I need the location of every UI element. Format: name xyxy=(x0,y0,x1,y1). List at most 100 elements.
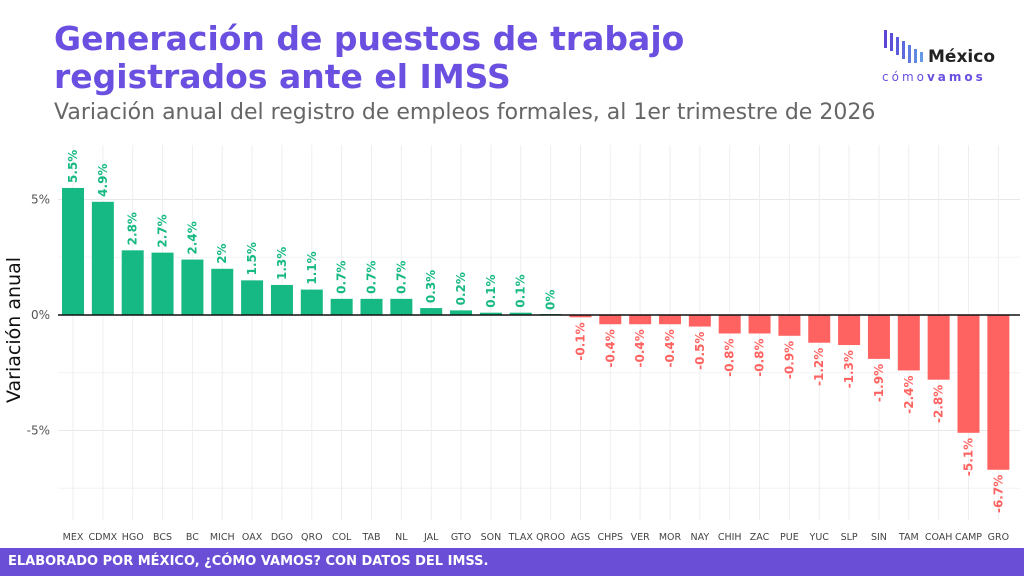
y-axis-title: Variación anual xyxy=(3,257,25,403)
x-tick-label: MICH xyxy=(210,532,235,543)
logo-text-bottom: cómovamos xyxy=(882,70,986,84)
bar-nay xyxy=(688,315,711,327)
x-tick-label: TLAX xyxy=(508,532,534,543)
x-tick-label: OAX xyxy=(242,532,263,543)
data-label: 0% xyxy=(544,290,558,310)
y-tick-label: -5% xyxy=(27,424,50,438)
bar-chps xyxy=(599,315,622,325)
mexico-como-vamos-logo: México cómovamos xyxy=(882,28,1012,88)
title-line-1: Generación de puestos de trabajo xyxy=(54,19,685,58)
bar-cdmx xyxy=(91,201,114,315)
data-label: 5.5% xyxy=(66,150,80,183)
x-tick-label: ZAC xyxy=(750,532,770,543)
x-tick-label: AGS xyxy=(571,532,591,543)
data-label: -2.4% xyxy=(902,375,916,413)
footer-source: ELABORADO POR MÉXICO, ¿CÓMO VAMOS? CON D… xyxy=(0,548,1024,576)
x-tick-label: QROO xyxy=(536,532,565,543)
bar-ver xyxy=(629,315,652,325)
data-label: -2.8% xyxy=(932,385,946,423)
bar-bcs xyxy=(151,252,174,315)
x-tick-label: TAB xyxy=(361,532,380,543)
bar-chart: 5% 0% -5% 5.5% MEX 4.9% CDMX 2.8% HGO 2.7% BCS 2.4%… xyxy=(3,145,1020,543)
logo-text-top: México xyxy=(928,47,995,67)
bar-jal xyxy=(420,308,443,315)
x-tick-label: GTO xyxy=(451,532,471,543)
bar-yuc xyxy=(808,315,831,343)
y-tick-label: 5% xyxy=(31,193,50,207)
logo-bars-icon xyxy=(884,30,923,63)
bar-oax xyxy=(241,280,264,315)
data-label: 2.8% xyxy=(126,212,140,245)
data-label: -0.9% xyxy=(782,341,796,379)
bar-chih xyxy=(718,315,741,334)
x-tick-label: SON xyxy=(481,532,502,543)
chart-subtitle: Variación anual del registro de empleos … xyxy=(54,100,876,125)
x-tick-label: QRO xyxy=(301,532,323,543)
y-tick-label: 0% xyxy=(31,308,50,322)
x-tick-label: CDMX xyxy=(89,532,118,543)
data-label: 2.7% xyxy=(156,214,170,247)
x-tick-label: MEX xyxy=(63,532,84,543)
data-label: 0.2% xyxy=(454,272,468,305)
data-label: -0.4% xyxy=(663,329,677,367)
x-tick-label: DGO xyxy=(271,532,293,543)
x-tick-label: NAY xyxy=(691,532,710,543)
x-tick-label: NL xyxy=(395,532,408,543)
x-tick-label: GRO xyxy=(988,532,1009,543)
data-label: -1.3% xyxy=(842,350,856,388)
x-tick-label: BC xyxy=(186,532,199,543)
data-label: 0.3% xyxy=(424,270,438,303)
x-tick-label: SLP xyxy=(841,532,858,543)
data-label: -1.2% xyxy=(812,348,826,386)
bar-gto xyxy=(450,310,473,315)
bar-mor xyxy=(659,315,681,325)
x-tick-label: JAL xyxy=(423,532,439,543)
data-label: -5.1% xyxy=(962,438,976,476)
bar-hgo xyxy=(121,250,144,315)
data-label: 0.1% xyxy=(484,274,498,307)
bar-col xyxy=(330,298,353,315)
x-tick-label: MOR xyxy=(659,532,682,543)
data-label: 1.3% xyxy=(275,247,289,280)
data-label: -1.9% xyxy=(872,364,886,402)
x-tick-label: BCS xyxy=(153,532,172,543)
data-label: 0.7% xyxy=(365,261,379,294)
data-label: -0.8% xyxy=(723,338,737,376)
chart-title: Generación de puestos de trabajo registr… xyxy=(54,20,684,96)
x-tick-label: PUE xyxy=(780,532,799,543)
bar-zac xyxy=(748,315,771,334)
data-label: 0.7% xyxy=(394,261,408,294)
bar-nl xyxy=(390,298,413,315)
data-label: 4.9% xyxy=(96,164,110,197)
bar-son xyxy=(479,312,502,315)
x-tick-label: YUC xyxy=(809,532,830,543)
bar-dgo xyxy=(270,284,293,315)
data-label: -0.4% xyxy=(633,329,647,367)
x-tick-label: COAH xyxy=(925,532,953,543)
data-label: 0.1% xyxy=(514,274,528,307)
data-label: -6.7% xyxy=(991,475,1005,513)
bar-coah xyxy=(927,315,950,380)
x-tick-label: COL xyxy=(332,532,352,543)
data-label: -0.8% xyxy=(753,338,767,376)
x-tick-label: CAMP xyxy=(955,532,982,543)
x-tick-label: SIN xyxy=(871,532,887,543)
bar-slp xyxy=(838,315,861,346)
data-label: -0.4% xyxy=(603,329,617,367)
data-label: 2% xyxy=(215,243,229,263)
bar-bc xyxy=(181,259,204,315)
x-tick-label: CHPS xyxy=(598,532,624,543)
bar-ags xyxy=(569,315,592,318)
x-tick-label: CHIH xyxy=(718,532,742,543)
bar-sin xyxy=(867,315,890,359)
bar-tam xyxy=(897,315,920,371)
x-tick-label: VER xyxy=(631,532,651,543)
bar-mich xyxy=(211,268,234,315)
data-label: 1.1% xyxy=(305,251,319,284)
x-tick-label: HGO xyxy=(122,532,144,543)
data-label: 0.7% xyxy=(335,261,349,294)
data-label: 1.5% xyxy=(245,242,259,275)
bar-tlax xyxy=(509,312,532,315)
bar-camp xyxy=(957,315,980,433)
bar-qro xyxy=(300,289,323,315)
